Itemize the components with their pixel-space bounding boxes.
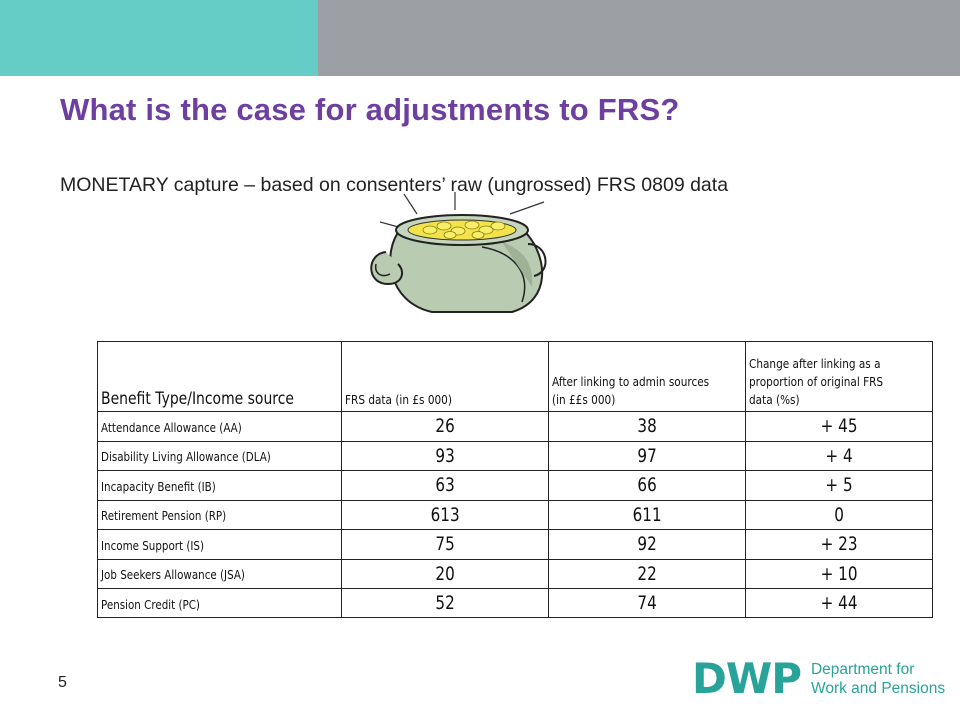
dwp-logo: DWP Department for Work and Pensions <box>692 656 945 702</box>
slide-title: What is the case for adjustments to FRS? <box>60 92 680 127</box>
benefits-table: Benefit Type/Income source FRS data (in … <box>97 341 933 618</box>
header-change: Change after linking as a proportion of … <box>749 356 884 407</box>
header-after-linking: After linking to admin sources (in ££s 0… <box>552 374 710 407</box>
page-number: 5 <box>58 674 67 691</box>
table-row: Pension Credit (PC) 52 74 + 44 <box>97 588 933 618</box>
change-value: + 10 <box>820 562 858 585</box>
frs-value: 93 <box>435 444 455 467</box>
frs-value: 63 <box>435 474 455 497</box>
header-cell: Benefit Type/Income source <box>97 341 342 412</box>
admin-value: 22 <box>637 562 657 585</box>
row-label: Disability Living Allowance (DLA) <box>101 450 271 465</box>
change-value: + 23 <box>820 533 858 556</box>
header-benefit-type: Benefit Type/Income source <box>101 389 294 409</box>
frs-value: 75 <box>435 533 455 556</box>
row-label: Retirement Pension (RP) <box>101 509 227 524</box>
change-value: + 44 <box>820 592 858 614</box>
change-value: + 4 <box>825 444 853 467</box>
frs-value: 52 <box>435 592 455 614</box>
row-label: Income Support (IS) <box>101 538 204 553</box>
logo-text: Department for Work and Pensions <box>811 660 945 698</box>
table-row: Income Support (IS) 75 92 + 23 <box>97 529 933 560</box>
table-row: Attendance Allowance (AA) 26 38 + 45 <box>97 411 933 442</box>
header-cell: FRS data (in £s 000) <box>341 341 549 412</box>
row-label: Pension Credit (PC) <box>101 597 200 612</box>
row-label: Incapacity Benefit (IB) <box>101 479 216 494</box>
header-bar-teal <box>0 0 318 76</box>
change-value: + 5 <box>825 474 853 497</box>
slide-subtitle: MONETARY capture – based on consenters’ … <box>60 174 729 196</box>
header-bar-gray <box>318 0 960 76</box>
header-frs-data: FRS data (in £s 000) <box>345 392 452 407</box>
admin-value: 611 <box>632 503 662 526</box>
table-row: Job Seekers Allowance (JSA) 20 22 + 10 <box>97 558 933 589</box>
table-header-row: Benefit Type/Income source FRS data (in … <box>97 341 933 412</box>
frs-value: 613 <box>430 503 460 526</box>
frs-value: 26 <box>435 415 455 438</box>
table-row: Incapacity Benefit (IB) 63 66 + 5 <box>97 470 933 501</box>
logo-line-1: Department for <box>810 661 915 678</box>
logo-mark: DWP <box>692 654 802 703</box>
change-value: 0 <box>834 503 844 526</box>
table-row: Disability Living Allowance (DLA) 93 97 … <box>97 440 933 471</box>
row-label: Attendance Allowance (AA) <box>101 420 242 435</box>
row-label: Job Seekers Allowance (JSA) <box>101 568 245 583</box>
header-cell: After linking to admin sources (in ££s 0… <box>548 341 746 412</box>
admin-value: 97 <box>637 444 657 467</box>
admin-value: 66 <box>637 474 657 497</box>
admin-value: 74 <box>637 592 657 614</box>
logo-line-2: Work and Pensions <box>810 680 946 697</box>
change-value: + 45 <box>820 415 858 438</box>
table-row: Retirement Pension (RP) 613 611 0 <box>97 499 933 530</box>
admin-value: 38 <box>637 415 657 438</box>
pot-of-gold-icon <box>370 192 547 313</box>
admin-value: 92 <box>637 533 657 556</box>
frs-value: 20 <box>435 562 455 585</box>
header-cell: Change after linking as a proportion of … <box>745 341 933 412</box>
